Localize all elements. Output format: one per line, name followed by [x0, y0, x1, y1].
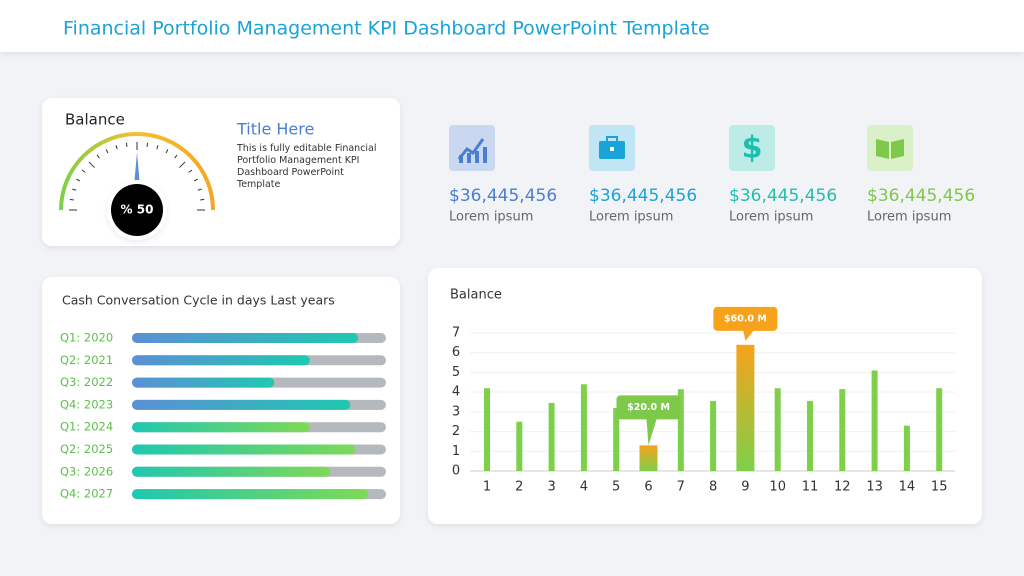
gauge-tick	[81, 169, 86, 173]
x-tick-label: 8	[709, 480, 717, 495]
x-tick-label: 3	[547, 480, 555, 495]
category-label: Q4: 2027	[60, 487, 113, 501]
callout	[713, 306, 778, 341]
bar	[871, 370, 878, 471]
x-tick-label: 13	[866, 480, 883, 495]
bar	[484, 388, 490, 471]
svg-text:$: $	[742, 131, 763, 166]
progress-bar	[132, 399, 351, 410]
bar	[936, 388, 943, 471]
bar	[580, 384, 587, 471]
stat-value: $36,445,456	[729, 186, 837, 206]
gauge-tick	[69, 198, 74, 201]
page-title: Financial Portfolio Management KPI Dashb…	[63, 18, 710, 40]
x-tick-label: 15	[931, 480, 948, 495]
x-tick-label: 4	[580, 480, 588, 495]
callout-label: $20.0 M	[627, 402, 670, 413]
stat-label: Lorem ipsum	[449, 210, 533, 225]
x-tick-label: 12	[834, 480, 851, 495]
info-body: This is fully editable Financial Portfol…	[237, 143, 377, 190]
y-tick-label: 6	[452, 345, 460, 360]
stat-value: $36,445,456	[449, 186, 557, 206]
x-tick-label: 7	[677, 480, 685, 495]
x-tick-label: 14	[899, 480, 916, 495]
gauge-hub	[111, 184, 163, 236]
bar	[774, 388, 781, 471]
category-label: Q3: 2026	[60, 464, 113, 478]
gauge-tick	[200, 198, 205, 201]
gauge-tick	[188, 169, 193, 173]
progress-bar	[132, 355, 310, 366]
y-tick-label: 2	[452, 424, 460, 439]
progress-bar	[132, 489, 369, 500]
category-label: Q1: 2024	[60, 420, 113, 434]
category-label: Q3: 2022	[60, 375, 113, 389]
gauge-tick	[96, 154, 100, 159]
gauge-tick	[72, 188, 77, 191]
x-tick-label: 1	[483, 480, 491, 495]
x-tick-label: 11	[802, 480, 819, 495]
category-label: Q4: 2023	[60, 397, 113, 411]
gauge-tick	[76, 178, 81, 182]
gauge-tick	[179, 161, 186, 168]
x-tick-label: 2	[515, 480, 523, 495]
bar	[903, 425, 910, 471]
x-tick-label: 6	[644, 480, 652, 495]
callout	[616, 395, 681, 446]
gauge-tick	[197, 188, 202, 191]
info-title: Title Here	[236, 120, 314, 139]
bar	[677, 389, 684, 471]
gauge-tick	[88, 161, 95, 168]
progress-bar	[132, 422, 310, 433]
gauge-tick	[105, 149, 109, 154]
gauge-tick	[193, 178, 198, 182]
icons: $	[449, 125, 913, 171]
bar	[736, 344, 755, 471]
bar	[710, 401, 717, 471]
category-label: Q2: 2021	[60, 353, 113, 367]
stat-value: $36,445,456	[867, 186, 975, 206]
gauge-tick	[115, 145, 118, 150]
y-tick-label: 4	[452, 385, 460, 400]
bar	[639, 445, 658, 471]
progress-bar	[132, 466, 331, 477]
y-tick-label: 5	[452, 365, 460, 380]
bar	[613, 407, 620, 471]
stat-label: Lorem ipsum	[867, 210, 951, 225]
bar	[548, 402, 555, 471]
progress-bar	[132, 333, 359, 343]
gauge-tick	[174, 154, 178, 159]
bar	[839, 389, 846, 471]
gauge-value: % 50	[121, 203, 154, 217]
gauge-tick	[165, 149, 169, 154]
x-tick-label: 10	[769, 480, 786, 495]
bar	[516, 421, 523, 471]
gauge-arc	[59, 132, 215, 211]
gauge-title: Balance	[65, 111, 125, 129]
header	[0, 0, 1024, 52]
gauge-tick	[146, 142, 149, 147]
x-tick-label: 9	[741, 480, 749, 495]
progress-bar	[132, 377, 275, 388]
y-tick-label: 1	[452, 444, 460, 459]
gauge-tick	[125, 142, 128, 147]
category-label: Q1: 2020	[60, 331, 113, 345]
chart-title: Balance	[450, 288, 502, 303]
callout-label: $60.0 M	[724, 313, 767, 324]
x-tick-label: 5	[612, 480, 620, 495]
stat-label: Lorem ipsum	[729, 210, 813, 225]
stat-label: Lorem ipsum	[589, 210, 673, 225]
gauge-tick	[156, 145, 159, 150]
bar	[807, 401, 813, 471]
chart-title: Cash Conversation Cycle in days Last yea…	[62, 293, 335, 308]
y-tick-label: 7	[452, 326, 460, 341]
y-tick-label: 3	[452, 404, 460, 419]
y-tick-label: 0	[452, 464, 460, 479]
category-label: Q2: 2025	[60, 442, 113, 456]
progress-bar	[132, 444, 356, 455]
stat-value: $36,445,456	[589, 186, 697, 206]
